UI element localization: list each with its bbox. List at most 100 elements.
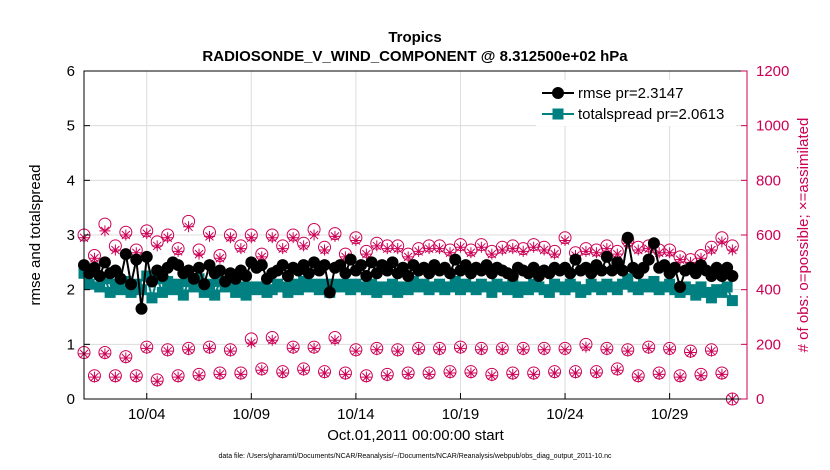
rmse-point xyxy=(255,259,268,272)
obs-assimilated-marker xyxy=(130,371,142,383)
rmse-point xyxy=(595,264,608,277)
totalspread-point xyxy=(386,278,398,290)
obs-assimilated-marker xyxy=(130,247,142,259)
obs-assimilated-marker xyxy=(235,243,247,255)
y-axis-label: rmse and totalspread xyxy=(27,165,44,306)
totalspread-point xyxy=(94,281,106,293)
obs-assimilated-marker xyxy=(214,252,226,264)
y-tick-label: 4 xyxy=(67,172,75,189)
obs-assimilated-marker xyxy=(266,232,278,244)
totalspread-point xyxy=(319,278,331,290)
obs-assimilated-marker xyxy=(109,244,121,256)
obs-assimilated-marker xyxy=(528,241,540,253)
totalspread-point xyxy=(507,278,519,290)
totalspread-point xyxy=(162,275,174,287)
obs-assimilated-marker xyxy=(214,368,226,380)
obs-assimilated-marker xyxy=(298,240,310,252)
obs-assimilated-marker xyxy=(685,347,697,359)
obs-assimilated-marker xyxy=(151,375,163,387)
obs-assimilated-marker xyxy=(559,234,571,246)
totalspread-point xyxy=(486,286,498,298)
rmse-point xyxy=(386,256,399,269)
rmse-point xyxy=(668,261,681,274)
obs-assimilated-marker xyxy=(245,232,257,244)
obs-assimilated-marker xyxy=(339,368,351,380)
rmse-point xyxy=(318,259,331,272)
axis-ticks: 10/04 10/09 10/14 10/19 10/24 10/29 0 1 2 3 4 5 6 0 20… xyxy=(67,63,790,423)
obs-assimilated-marker xyxy=(454,241,466,253)
totalspread-point xyxy=(209,289,221,301)
rmse-point xyxy=(564,267,577,280)
totalspread-point xyxy=(648,275,660,287)
obs-assimilated-marker xyxy=(423,368,435,380)
obs-assimilated-marker xyxy=(287,342,299,354)
obs-assimilated-marker xyxy=(465,367,477,379)
obs-assimilated-marker xyxy=(319,244,331,256)
x-tick-label: 10/24 xyxy=(546,406,584,423)
obs-assimilated-marker xyxy=(319,367,331,379)
y-tick-label: 6 xyxy=(67,63,75,80)
rmse-point xyxy=(674,280,687,293)
obs-assimilated-marker xyxy=(120,229,132,241)
obs-assimilated-marker xyxy=(664,344,676,356)
totalspread-point xyxy=(198,286,210,298)
rmse-point xyxy=(647,237,660,250)
legend-swatch-rmse-marker xyxy=(552,87,564,99)
x-tick-label: 10/04 xyxy=(128,406,166,423)
obs-assimilated-marker xyxy=(622,345,634,357)
rmse-point xyxy=(240,270,253,282)
obs-assimilated-marker xyxy=(162,345,174,357)
obs-assimilated-marker xyxy=(329,230,341,242)
legend-entry-totalspread: totalspread pr=2.0613 xyxy=(578,106,724,123)
totalspread-point xyxy=(172,278,184,290)
obs-assimilated-marker xyxy=(287,232,299,244)
rmse-point xyxy=(119,248,132,261)
totalspread-point xyxy=(543,286,555,298)
obs-assimilated-marker xyxy=(350,234,362,246)
chart-title: Tropics xyxy=(388,29,441,46)
totalspread-point xyxy=(104,286,116,298)
obs-assimilated-marker xyxy=(632,244,644,256)
totalspread-point xyxy=(726,295,738,307)
rmse-point xyxy=(365,256,378,269)
obs-assimilated-marker xyxy=(193,248,205,260)
obs-assimilated-marker xyxy=(528,368,540,380)
obs-assimilated-marker xyxy=(141,342,153,354)
obs-assimilated-marker xyxy=(559,344,571,356)
obs-assimilated-marker xyxy=(507,243,519,255)
obs-assimilated-marker xyxy=(183,221,195,233)
rmse-point xyxy=(302,267,315,280)
obs-assimilated-marker xyxy=(99,348,111,360)
obs-assimilated-marker xyxy=(371,240,383,252)
obs-assimilated-marker xyxy=(590,367,602,379)
obs-assimilated-marker xyxy=(224,232,236,244)
obs-assimilated-marker xyxy=(172,245,184,257)
totalspread-point xyxy=(282,286,294,298)
series-0 xyxy=(78,231,739,315)
y-tick-label: 5 xyxy=(67,118,75,135)
obs-assimilated-marker xyxy=(151,240,163,252)
totalspread-point xyxy=(146,292,158,304)
obs-assimilated-marker xyxy=(88,371,100,383)
totalspread-point xyxy=(188,281,200,293)
rmse-point xyxy=(213,264,226,277)
rmse-point xyxy=(276,259,289,272)
obs-assimilated-marker xyxy=(392,345,404,357)
obs-assimilated-marker xyxy=(329,334,341,346)
y2-tick-label: 1000 xyxy=(756,118,789,135)
legend-swatch-totalspread-marker xyxy=(552,108,564,120)
obs-assimilated-marker xyxy=(256,251,268,263)
totalspread-point xyxy=(402,284,414,296)
rmse-point xyxy=(187,272,200,285)
obs-assimilated-marker xyxy=(674,254,686,266)
obs-assimilated-marker xyxy=(423,243,435,255)
y-tick-label: 1 xyxy=(67,336,75,353)
obs-assimilated-marker xyxy=(99,225,111,237)
totalspread-point xyxy=(83,278,95,290)
rmse-point xyxy=(344,253,357,266)
obs-assimilated-marker xyxy=(705,345,717,357)
rmse-point xyxy=(98,256,111,269)
obs-assimilated-marker xyxy=(549,248,561,260)
y-tick-label: 3 xyxy=(67,227,75,244)
